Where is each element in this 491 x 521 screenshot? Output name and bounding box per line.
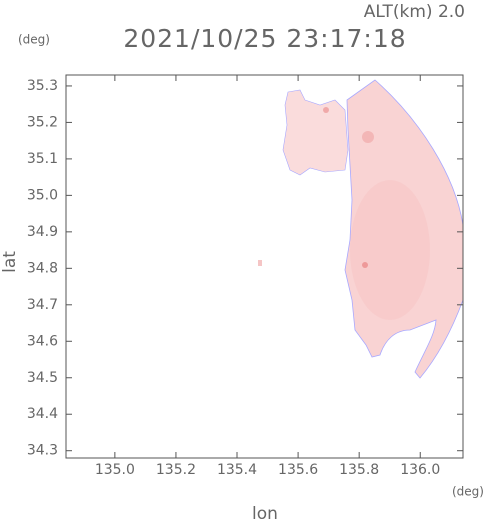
- x-tick-label: 135.0: [95, 462, 135, 478]
- y-unit: (deg): [18, 33, 50, 47]
- y-tick-label: 34.4: [27, 406, 58, 422]
- y-tick-label: 35.1: [27, 151, 58, 167]
- echo-area: [258, 79, 464, 379]
- x-unit: (deg): [452, 485, 484, 499]
- x-tick-label: 135.4: [217, 462, 257, 478]
- y-tick-label: 35.3: [27, 78, 58, 94]
- plot-frame: [65, 74, 464, 459]
- subtitle: ALT(km) 2.0: [364, 2, 465, 22]
- y-tick-label: 34.8: [27, 260, 58, 276]
- x-tick-label: 135.2: [156, 462, 196, 478]
- y-axis-label: lat: [0, 251, 20, 273]
- y-tick-label: 34.9: [27, 224, 58, 240]
- y-tick-label: 35.0: [27, 187, 58, 203]
- x-tick-label: 135.8: [339, 462, 379, 478]
- x-axis-label: lon: [252, 504, 278, 521]
- x-tick-label: 136.0: [400, 462, 440, 478]
- y-tick-label: 35.2: [27, 114, 58, 130]
- x-tick-label: 135.6: [278, 462, 318, 478]
- y-tick-label: 34.7: [27, 297, 58, 313]
- y-tick-label: 34.6: [27, 333, 58, 349]
- chart-title: 2021/10/25 23:17:18: [123, 24, 406, 53]
- y-tick-label: 34.3: [27, 443, 58, 459]
- y-tick-label: 34.5: [27, 370, 58, 386]
